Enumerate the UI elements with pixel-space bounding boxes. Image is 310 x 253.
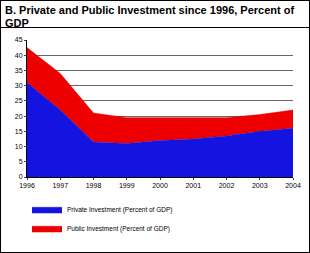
svg-text:2001: 2001 xyxy=(185,182,201,189)
svg-text:5: 5 xyxy=(19,158,23,165)
svg-text:1997: 1997 xyxy=(52,182,68,189)
svg-text:2003: 2003 xyxy=(252,182,268,189)
svg-text:15: 15 xyxy=(15,128,23,135)
svg-text:35: 35 xyxy=(15,67,23,74)
svg-text:25: 25 xyxy=(15,97,23,104)
svg-text:40: 40 xyxy=(15,52,23,59)
svg-text:2004: 2004 xyxy=(285,182,301,189)
svg-text:10: 10 xyxy=(15,143,23,150)
svg-text:2002: 2002 xyxy=(219,182,235,189)
svg-text:2000: 2000 xyxy=(152,182,168,189)
svg-text:Public Investment (Percent of: Public Investment (Percent of GDP) xyxy=(67,225,170,233)
svg-text:1998: 1998 xyxy=(86,182,102,189)
svg-text:30: 30 xyxy=(15,82,23,89)
svg-text:0: 0 xyxy=(19,173,23,180)
svg-text:1999: 1999 xyxy=(119,182,135,189)
svg-text:45: 45 xyxy=(15,36,23,43)
svg-text:20: 20 xyxy=(15,113,23,120)
svg-text:1996: 1996 xyxy=(19,182,35,189)
svg-text:Private Investment (Percent of: Private Investment (Percent of GDP) xyxy=(67,206,172,214)
html-text:B. Private and Public Investme: B. Private and Public Investment since 1… xyxy=(5,4,295,29)
